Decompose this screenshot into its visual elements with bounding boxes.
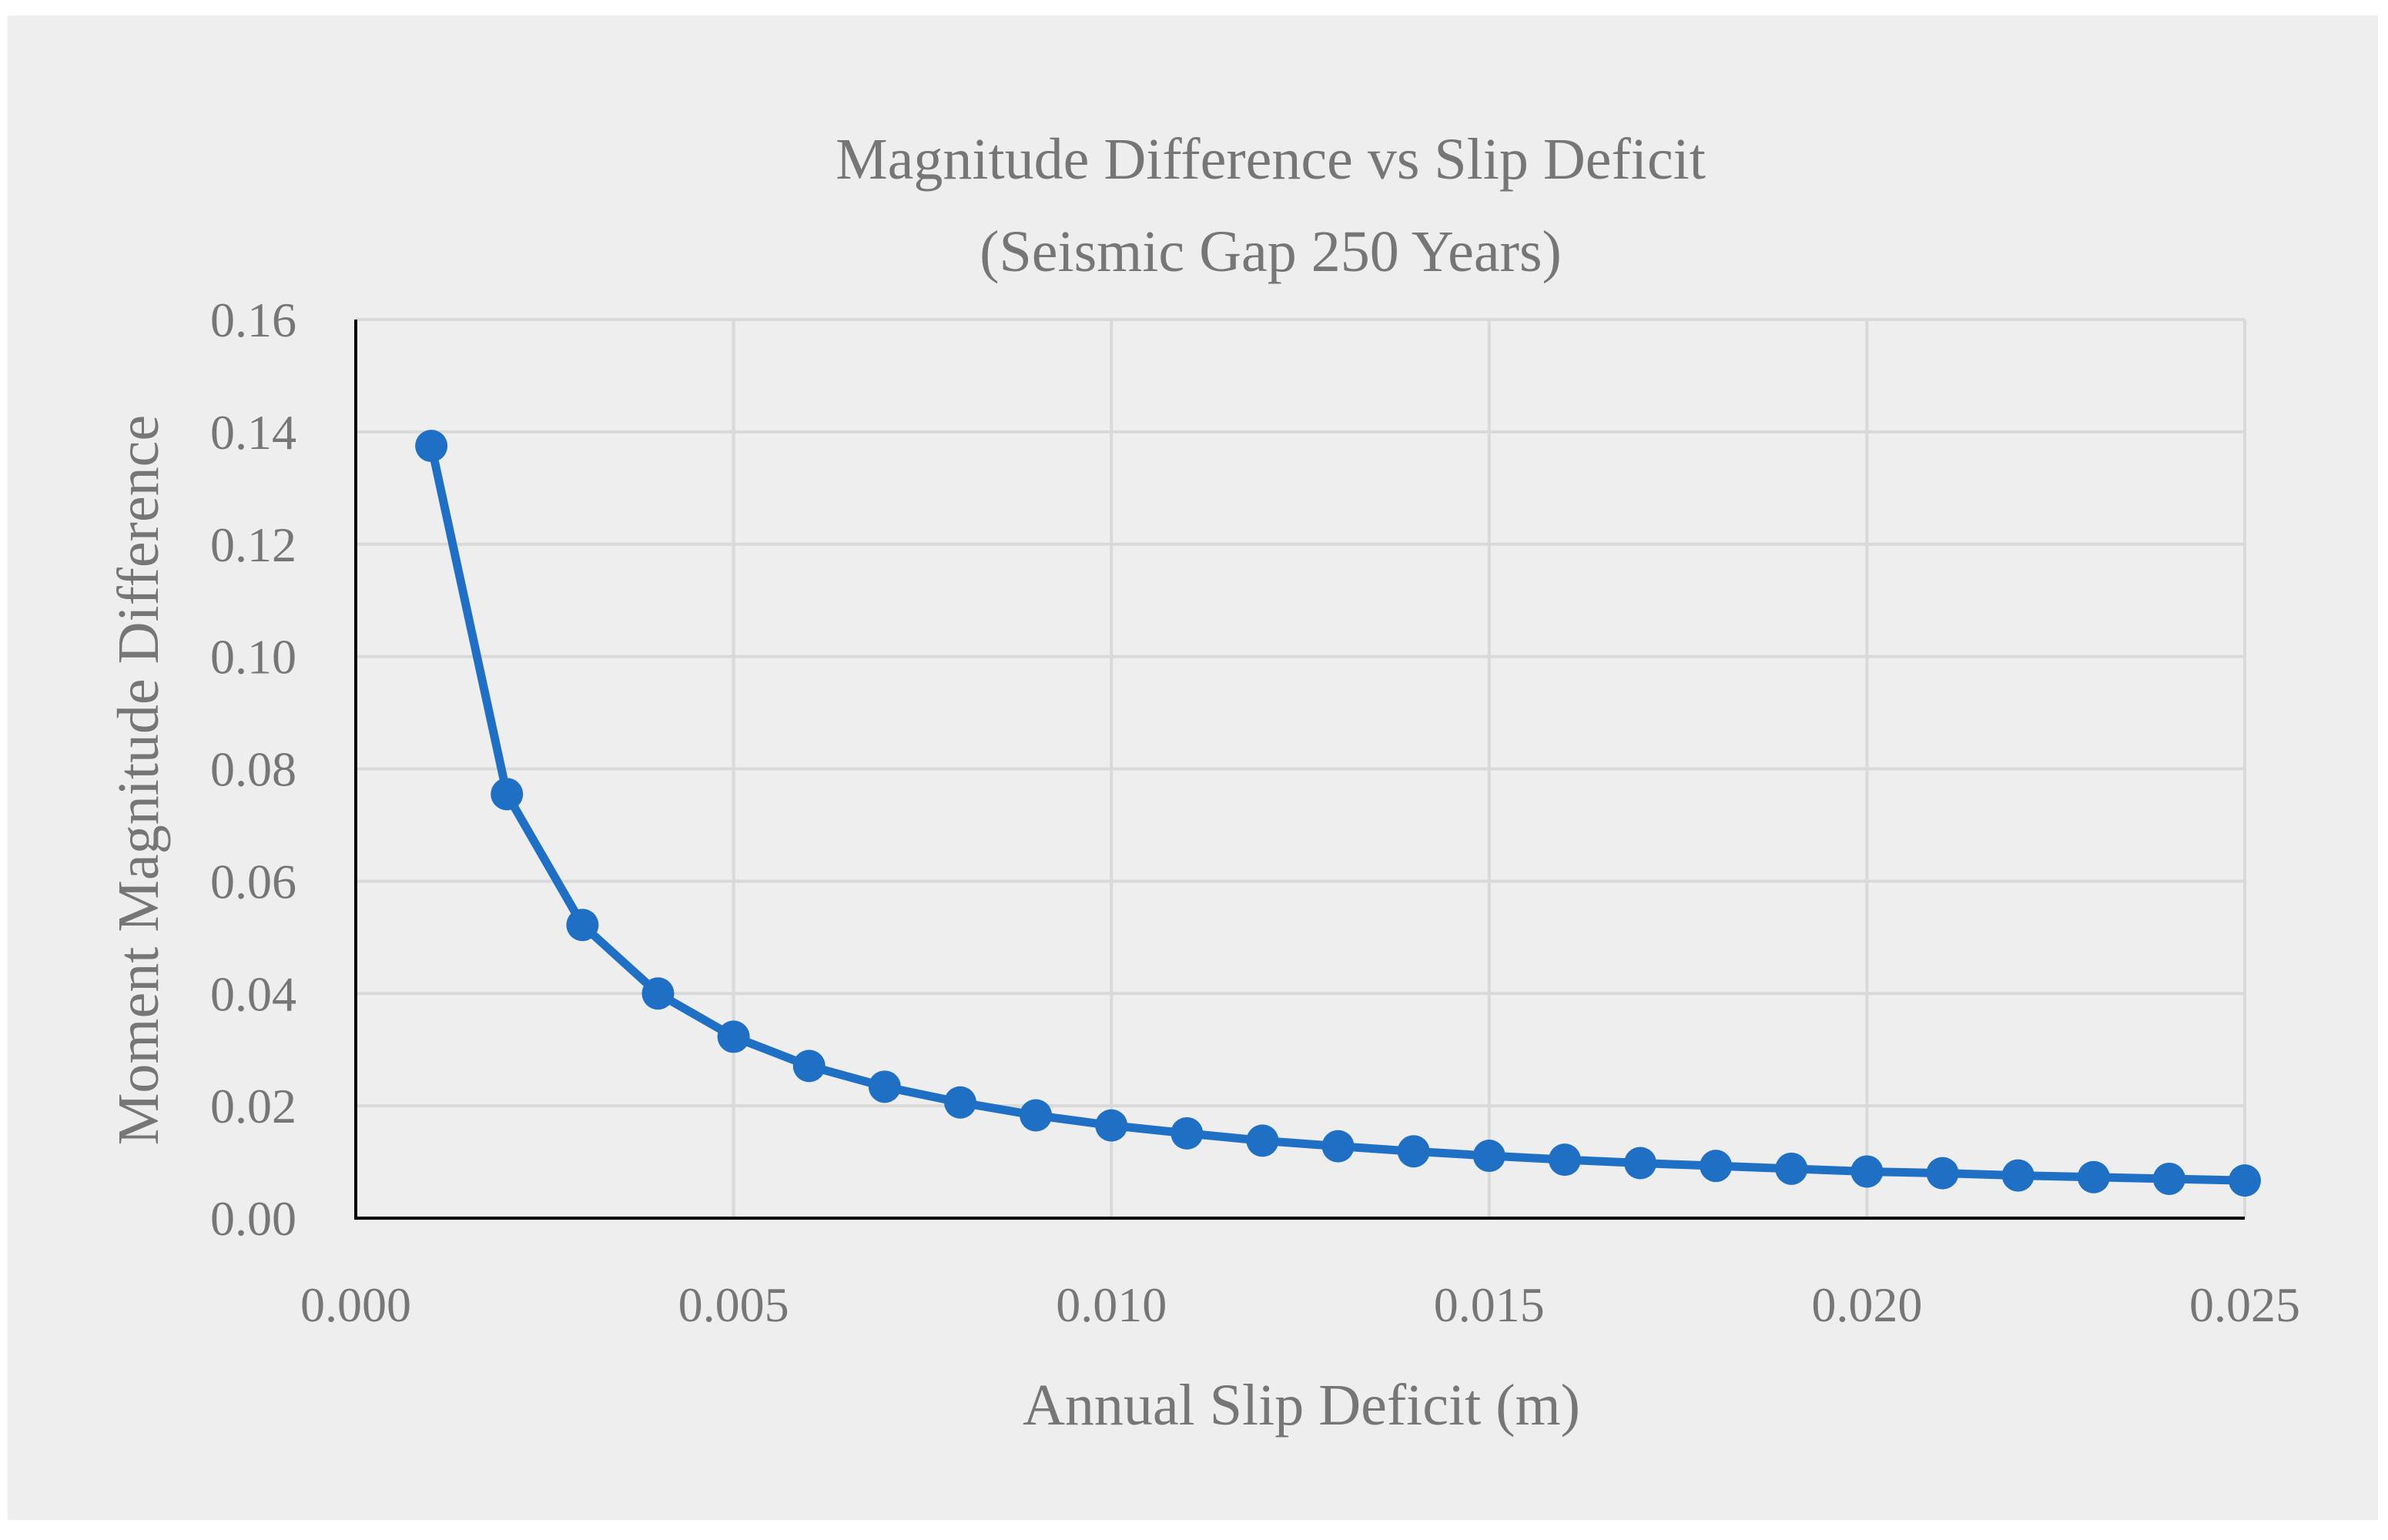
data-point bbox=[491, 778, 524, 811]
y-tick-label: 0.04 bbox=[210, 966, 296, 1021]
x-tick-label: 0.015 bbox=[1434, 1277, 1545, 1332]
data-point bbox=[1246, 1124, 1279, 1157]
data-point bbox=[1472, 1140, 1505, 1173]
axes bbox=[354, 320, 2245, 1220]
data-point bbox=[1624, 1147, 1657, 1180]
data-point bbox=[717, 1020, 750, 1053]
data-point bbox=[943, 1086, 976, 1119]
data-point bbox=[415, 430, 448, 463]
x-tick-label: 0.000 bbox=[300, 1277, 411, 1332]
y-tick-label: 0.10 bbox=[210, 630, 296, 685]
chart-title: Magnitude Difference vs Slip Deficit bbox=[836, 127, 1706, 192]
data-point bbox=[1775, 1152, 1808, 1185]
y-tick-label: 0.00 bbox=[210, 1191, 296, 1246]
data-point bbox=[1171, 1116, 1204, 1150]
x-tick-label: 0.005 bbox=[678, 1277, 789, 1332]
data-point bbox=[566, 909, 599, 942]
y-tick-label: 0.16 bbox=[210, 293, 296, 347]
data-point bbox=[2077, 1160, 2110, 1194]
x-tick-label: 0.010 bbox=[1056, 1277, 1167, 1332]
y-tick-labels: 0.00 0.02 0.04 0.06 0.08 0.10 0.12 0.14 0.16 bbox=[210, 293, 296, 1246]
data-point bbox=[792, 1050, 826, 1083]
x-tick-label: 0.020 bbox=[1811, 1277, 1922, 1332]
y-tick-label: 0.12 bbox=[210, 517, 296, 572]
data-point bbox=[1850, 1155, 1884, 1188]
data-point bbox=[1020, 1099, 1053, 1132]
series-group bbox=[415, 430, 2261, 1197]
data-point bbox=[1095, 1109, 1128, 1142]
data-point bbox=[1548, 1143, 1581, 1177]
chart-subtitle: (Seismic Gap 250 Years) bbox=[980, 219, 1562, 284]
data-point bbox=[2001, 1159, 2035, 1192]
x-tick-label: 0.025 bbox=[2189, 1277, 2300, 1332]
data-point bbox=[868, 1070, 901, 1103]
y-axis-label: Moment Magnitude Difference bbox=[106, 415, 171, 1145]
data-point bbox=[1397, 1135, 1430, 1168]
grid bbox=[356, 318, 2246, 1218]
series-line bbox=[427, 441, 2249, 1185]
x-axis-label: Annual Slip Deficit (m) bbox=[1023, 1373, 1580, 1438]
data-point bbox=[2229, 1164, 2261, 1197]
y-tick-label: 0.14 bbox=[210, 405, 296, 460]
y-tick-label: 0.08 bbox=[210, 742, 296, 797]
data-point bbox=[1700, 1150, 1733, 1183]
y-tick-label: 0.02 bbox=[210, 1079, 296, 1133]
data-point bbox=[1926, 1157, 1959, 1190]
data-point bbox=[2152, 1162, 2185, 1195]
y-tick-label: 0.06 bbox=[210, 854, 296, 909]
data-point bbox=[641, 977, 675, 1010]
x-tick-labels: 0.000 0.005 0.010 0.015 0.020 0.025 bbox=[300, 1277, 2300, 1332]
data-point bbox=[1321, 1130, 1355, 1163]
